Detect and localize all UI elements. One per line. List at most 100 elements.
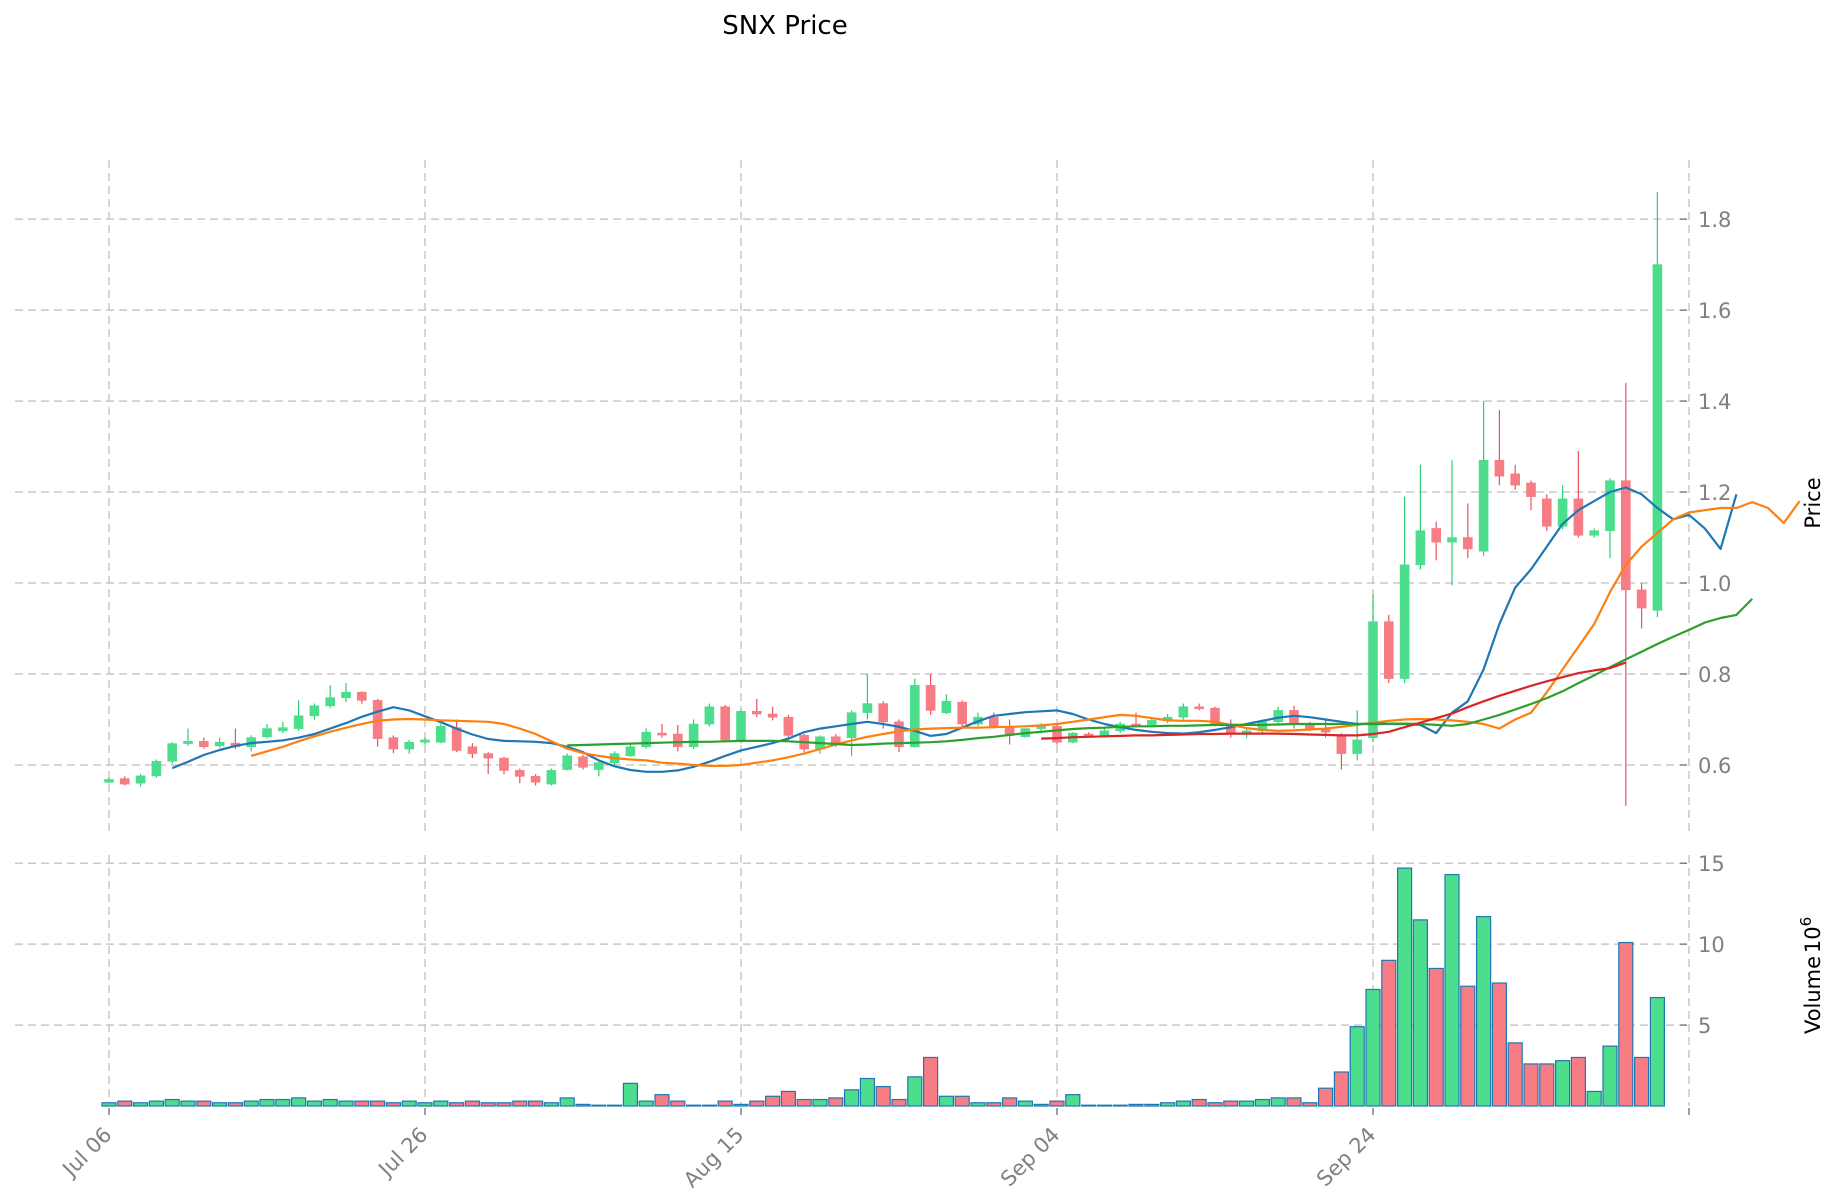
volume-bar — [1175, 1100, 1192, 1107]
volume-bar — [1349, 1026, 1365, 1107]
volume-bar — [891, 1098, 907, 1107]
candle-body — [1589, 530, 1599, 536]
volume-bar — [1017, 1100, 1034, 1107]
price-tick-label: 1.4 — [1698, 390, 1731, 414]
candle-body — [1510, 473, 1520, 486]
volume-bar — [433, 1100, 449, 1107]
candle-body — [104, 779, 114, 783]
candle-body — [1099, 730, 1110, 736]
candle-body — [1368, 621, 1378, 738]
volume-bar — [1144, 1103, 1160, 1107]
volume-bar — [1302, 1102, 1318, 1107]
candle-body — [167, 743, 177, 762]
candle-body — [309, 705, 320, 717]
volume-bar — [717, 1100, 733, 1107]
volume-bar — [1223, 1100, 1239, 1107]
volume-bar — [638, 1100, 654, 1107]
candle-body — [530, 776, 541, 783]
volume-bar — [1001, 1097, 1018, 1107]
candle-body — [483, 753, 494, 759]
volume-bar — [101, 1102, 117, 1107]
volume-bar — [449, 1102, 465, 1107]
volume-bar — [212, 1102, 228, 1107]
moving-average-line — [1041, 661, 1627, 740]
price-tick-label: 1.0 — [1698, 572, 1731, 596]
candle-body — [672, 733, 683, 748]
volume-bar — [1365, 988, 1381, 1107]
volume-bar — [1286, 1097, 1302, 1107]
candle-body — [688, 723, 699, 748]
chart-title: SNX Price — [722, 11, 847, 41]
candle-body — [151, 761, 162, 777]
candle-body — [1305, 724, 1315, 729]
volume-bar — [1396, 867, 1413, 1107]
volume-bar — [591, 1104, 607, 1107]
volume-bar — [828, 1097, 844, 1107]
date-tick-label: Sep 04 — [996, 1123, 1065, 1192]
candle-body — [214, 741, 225, 747]
volume-bar — [622, 1082, 639, 1107]
volume-bar — [1159, 1102, 1176, 1107]
volume-bar — [701, 1104, 718, 1107]
candles — [104, 191, 1663, 806]
candle-body — [578, 756, 588, 768]
volume-bar — [1080, 1104, 1097, 1107]
candle-body — [1194, 706, 1204, 710]
volume-bar — [385, 1102, 401, 1107]
volume-bar — [1381, 959, 1397, 1107]
volume-bar — [164, 1098, 180, 1107]
volume-bar — [133, 1102, 149, 1107]
volume-bar — [117, 1100, 133, 1107]
candle-body — [467, 746, 478, 754]
candle-body — [562, 755, 573, 770]
volume-bar — [527, 1100, 544, 1107]
candle-body — [988, 716, 999, 727]
volume-bar — [1475, 916, 1492, 1107]
volume-bar — [227, 1102, 243, 1107]
volume-bar — [543, 1102, 560, 1107]
candle-body — [1384, 621, 1394, 679]
volume-bar — [1554, 1060, 1571, 1107]
candle-body — [404, 741, 415, 750]
candle-body — [420, 739, 430, 743]
candle-body — [1494, 459, 1505, 477]
candle-body — [1652, 264, 1663, 611]
candle-body — [862, 703, 873, 713]
candle-body — [499, 757, 509, 771]
volume-bar — [859, 1077, 876, 1107]
volume-bar — [1570, 1056, 1587, 1107]
volume-bar — [1649, 996, 1666, 1107]
volume-bar — [1254, 1098, 1271, 1107]
volume-bar — [1523, 1063, 1539, 1107]
candle-body — [878, 703, 889, 723]
date-tick-label: Jul 26 — [373, 1123, 433, 1183]
date-tick-label: Sep 24 — [1312, 1123, 1381, 1192]
price-tick-label: 0.6 — [1698, 754, 1731, 778]
volume-bar — [938, 1095, 955, 1107]
volume-bar — [338, 1100, 354, 1107]
volume-bar — [259, 1098, 275, 1107]
volume-bar — [354, 1100, 370, 1107]
volume-bar — [670, 1100, 686, 1107]
volume-bar — [1507, 1042, 1523, 1107]
volume-bar — [986, 1102, 1002, 1107]
volume-bar — [1033, 1103, 1049, 1107]
volume-bar — [796, 1098, 812, 1107]
candle-body — [767, 713, 778, 718]
volume-bar — [401, 1100, 417, 1107]
moving-average-line — [171, 486, 1738, 773]
volume-bar — [907, 1076, 923, 1107]
price-tick-label: 1.2 — [1698, 481, 1731, 505]
candle-body — [704, 706, 715, 725]
candle-body — [325, 697, 336, 707]
candle-body — [1399, 564, 1410, 679]
candle-body — [941, 700, 952, 713]
volume-bar — [275, 1098, 291, 1107]
candle-body — [625, 746, 636, 757]
price-axis-label: Price — [1801, 477, 1825, 528]
volume-bar — [749, 1100, 765, 1107]
volume-bar — [1428, 967, 1444, 1107]
candle-body — [293, 715, 304, 729]
volume-bar — [1633, 1056, 1650, 1107]
